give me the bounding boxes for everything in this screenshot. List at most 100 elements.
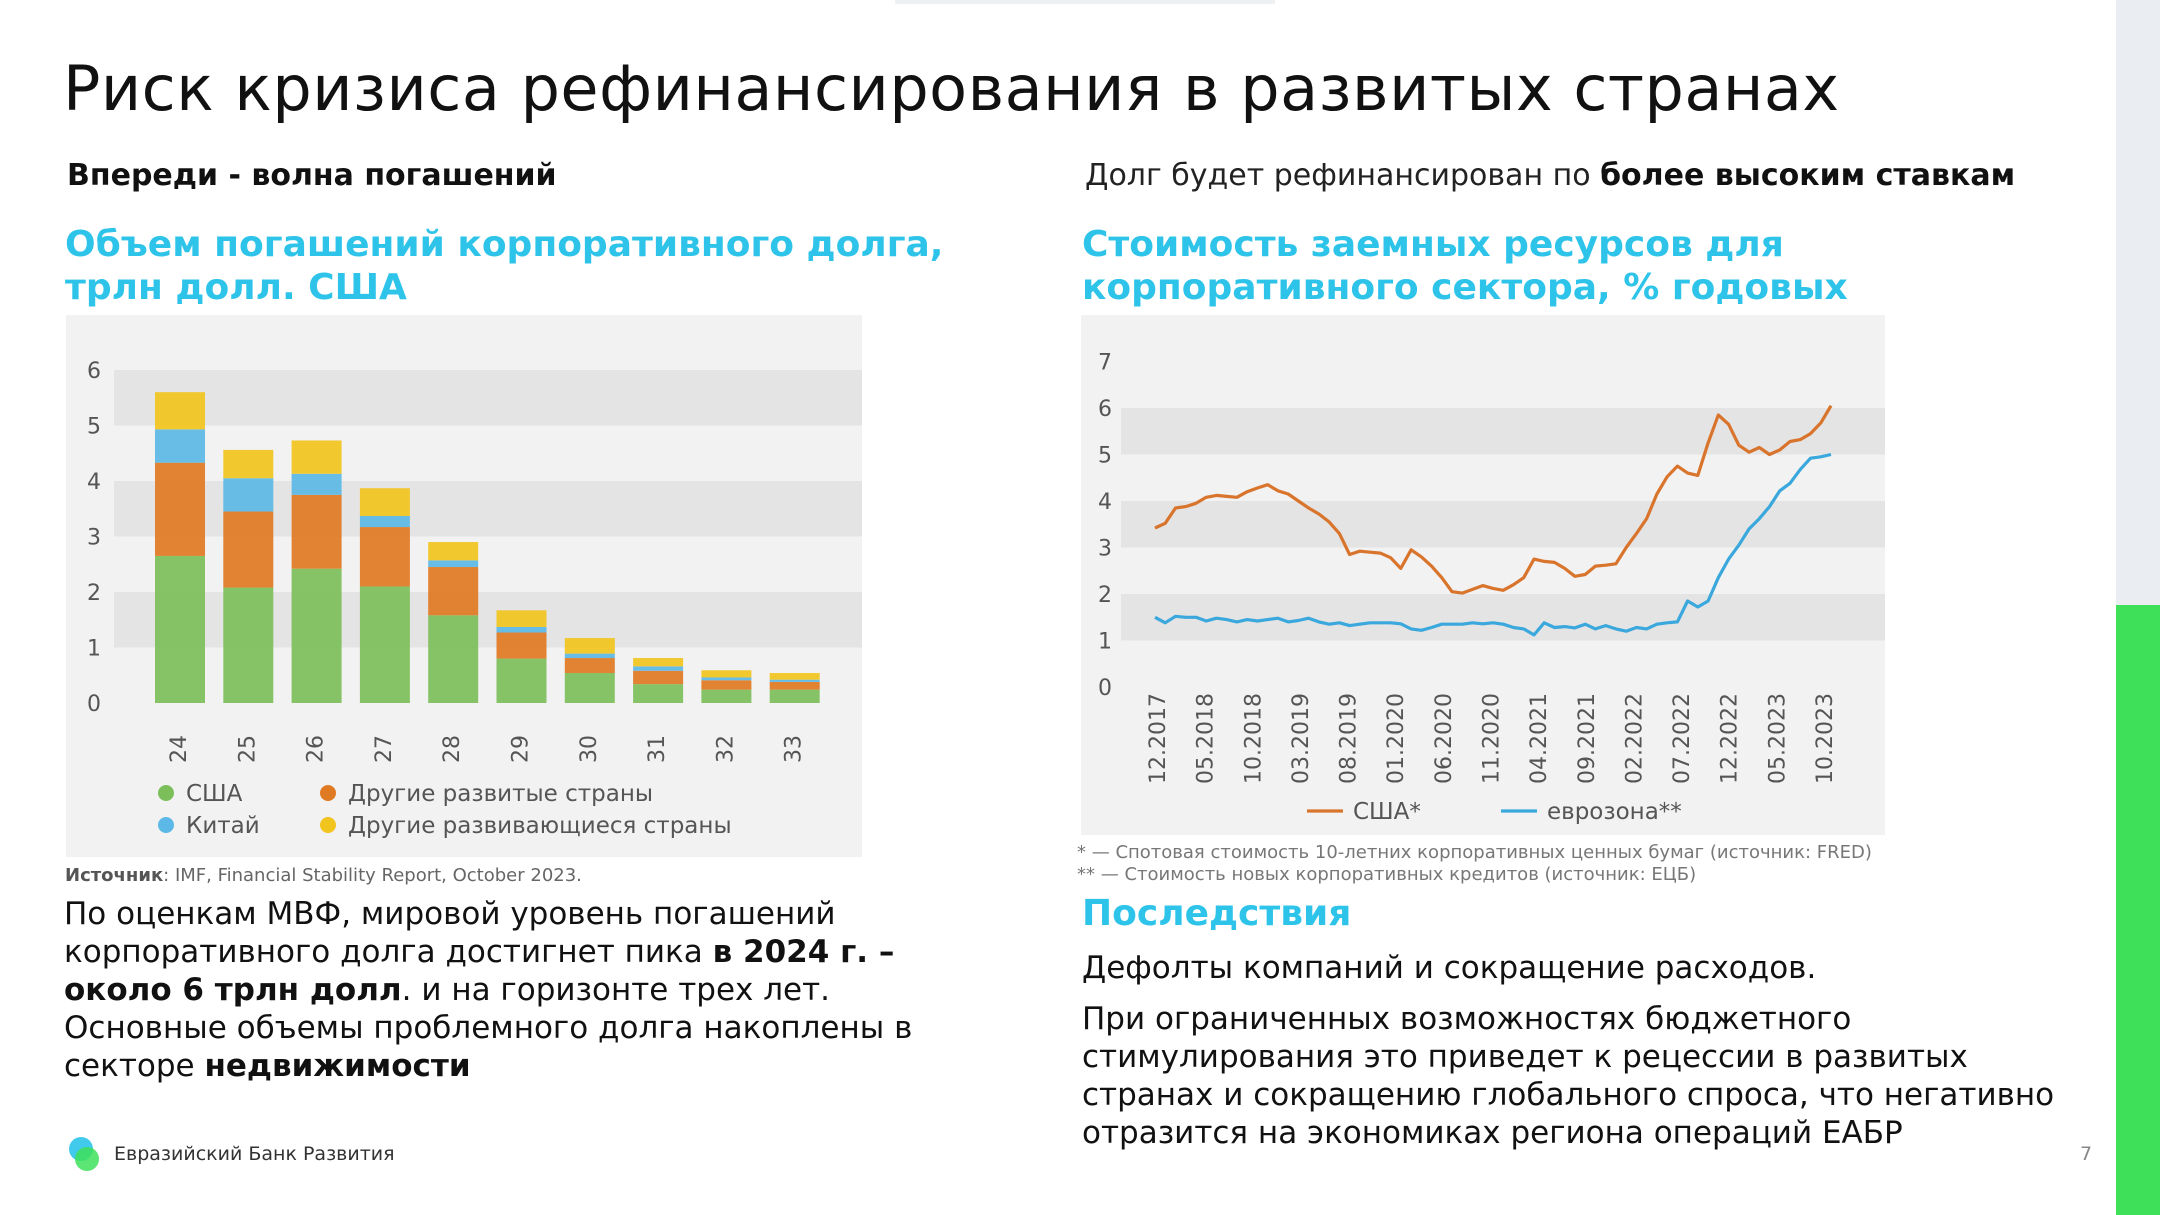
note-eurozone: ** — Стоимость новых корпоративных креди… <box>1077 864 1697 885</box>
x-tick-label: 30 <box>577 735 602 763</box>
note-usa: * — Спотовая стоимость 10-летних корпора… <box>1077 842 1872 863</box>
bar-chart-svg: 0 1 2 3 4 5 6 24 25 26 27 28 29 30 31 32 33 США Другие раз… <box>87 359 862 839</box>
x-tick-label: 12.2017 <box>1146 693 1171 784</box>
left-body-text: По оценкам МВФ, мировой уровень погашени… <box>64 895 934 1085</box>
body-part-3: недвижимости <box>204 1048 471 1084</box>
x-tick-label: 08.2019 <box>1337 693 1362 784</box>
top-tab-strip <box>895 0 1275 4</box>
bar-segment <box>633 670 684 685</box>
bar-segment <box>496 610 547 627</box>
bar-segment <box>291 568 342 703</box>
x-tick-label: 33 <box>782 735 807 763</box>
series-line-eurozone <box>1154 452 1832 637</box>
slide-title: Риск кризиса рефинансирования в развитых… <box>63 52 1840 125</box>
right-subtitle-bold: более высоким ставкам <box>1600 158 2016 193</box>
bar-segment <box>564 658 615 674</box>
bar-segment <box>428 567 479 616</box>
x-tick-label: 02.2022 <box>1622 693 1647 784</box>
x-tick-label: 07.2022 <box>1670 693 1695 784</box>
y-tick-label: 1 <box>87 637 101 662</box>
legend-label: Другие развивающиеся страны <box>348 813 732 839</box>
chart-source: Источник: IMF, Financial Stability Repor… <box>65 865 582 886</box>
bar-segment <box>291 494 342 569</box>
x-tick-label: 10.2023 <box>1813 693 1838 784</box>
series-line-usa <box>1154 404 1833 595</box>
page-number: 7 <box>2080 1143 2093 1165</box>
x-tick-label: 01.2020 <box>1384 693 1409 784</box>
bar-segment <box>223 587 274 703</box>
x-tick-label: 10.2018 <box>1241 693 1266 784</box>
line-chart-svg: 0 1 2 3 4 5 6 7 12.2017 05.2018 10.2018 03.2019 08.2… <box>1098 351 1885 825</box>
x-tick-label: 09.2021 <box>1575 693 1600 784</box>
bar-segment <box>155 429 205 463</box>
y-tick-label: 7 <box>1098 351 1112 376</box>
grid-band <box>1121 501 1885 548</box>
bar-segment <box>359 488 410 516</box>
x-tick-label: 26 <box>304 735 329 763</box>
bar-segment <box>701 670 752 678</box>
bar-segment <box>359 515 410 528</box>
y-tick-label: 4 <box>1098 490 1112 515</box>
bar-segment <box>359 586 410 703</box>
grid-band <box>114 370 862 426</box>
bar-segment <box>223 511 274 588</box>
y-tick-label: 0 <box>87 692 101 717</box>
y-tick-label: 3 <box>87 526 101 551</box>
x-tick-label: 27 <box>372 735 397 763</box>
side-decor-gray <box>2116 0 2160 605</box>
bar-segment <box>359 527 410 587</box>
x-tick-label: 12.2022 <box>1718 693 1743 784</box>
y-tick-label: 2 <box>1098 583 1112 608</box>
bar-chart: 0 1 2 3 4 5 6 24 25 26 27 28 29 30 31 32 33 США Другие раз… <box>66 315 862 857</box>
bar-segment <box>428 560 479 568</box>
legend-label: еврозона** <box>1547 799 1682 825</box>
bar-segment <box>564 673 615 703</box>
chart-notes: * — Спотовая стоимость 10-летних корпора… <box>1077 842 1872 886</box>
line-chart: 0 1 2 3 4 5 6 7 12.2017 05.2018 10.2018 03.2019 08.2… <box>1081 315 1885 835</box>
x-tick-label: 11.2020 <box>1480 693 1505 784</box>
bar-segment <box>701 680 752 690</box>
logo-text: Евразийский Банк Развития <box>114 1143 395 1165</box>
x-tick-label: 32 <box>713 735 738 763</box>
bar-segment <box>633 658 684 667</box>
y-tick-label: 6 <box>1098 397 1112 422</box>
legend-label: Китай <box>186 813 260 839</box>
edb-logo-icon <box>69 1137 99 1171</box>
bar-segment <box>769 681 820 690</box>
right-subtitle-plain: Долг будет рефинансирован по <box>1085 158 1601 193</box>
legend-marker <box>158 817 174 833</box>
bar-segment <box>769 679 820 682</box>
consequence-defaults: Дефолты компаний и сокращение расходов. <box>1082 950 1817 986</box>
grid-band <box>1121 408 1885 455</box>
bar-segment <box>769 689 820 703</box>
body-part-0: По оценкам МВФ, мировой уровень погашени… <box>64 896 836 970</box>
left-chart-title: Объем погашений корпоративного долга, тр… <box>65 224 944 308</box>
y-tick-label: 5 <box>1098 444 1112 469</box>
bar-segment <box>155 392 205 430</box>
bar-segment <box>223 449 274 479</box>
y-tick-label: 4 <box>87 470 101 495</box>
bar-segment <box>564 653 615 659</box>
x-tick-label: 05.2023 <box>1765 693 1790 784</box>
side-decor-green <box>2116 605 2160 1215</box>
x-tick-label: 03.2019 <box>1289 693 1314 784</box>
y-tick-label: 3 <box>1098 537 1112 562</box>
bar-segment <box>428 542 479 561</box>
legend-label: США* <box>1353 799 1421 825</box>
consequences-title: Последствия <box>1082 893 1352 934</box>
bar-segment <box>769 673 820 680</box>
bar-segment <box>155 555 205 703</box>
source-text: : IMF, Financial Stability Report, Octob… <box>163 865 582 886</box>
bar-segment <box>496 658 547 703</box>
legend-marker <box>320 785 336 801</box>
legend-marker <box>320 817 336 833</box>
right-subtitle: Долг будет рефинансирован по более высок… <box>1085 158 2015 193</box>
y-tick-label: 0 <box>1098 676 1112 701</box>
bar-segment <box>633 666 684 671</box>
x-tick-label: 25 <box>235 735 260 763</box>
grid-band <box>1121 594 1885 641</box>
left-subtitle: Впереди - волна погашений <box>67 158 557 193</box>
x-tick-label: 06.2020 <box>1432 693 1457 784</box>
right-chart-title: Стоимость заемных ресурсов для корпорати… <box>1082 224 1848 308</box>
bar-segment <box>701 689 752 703</box>
